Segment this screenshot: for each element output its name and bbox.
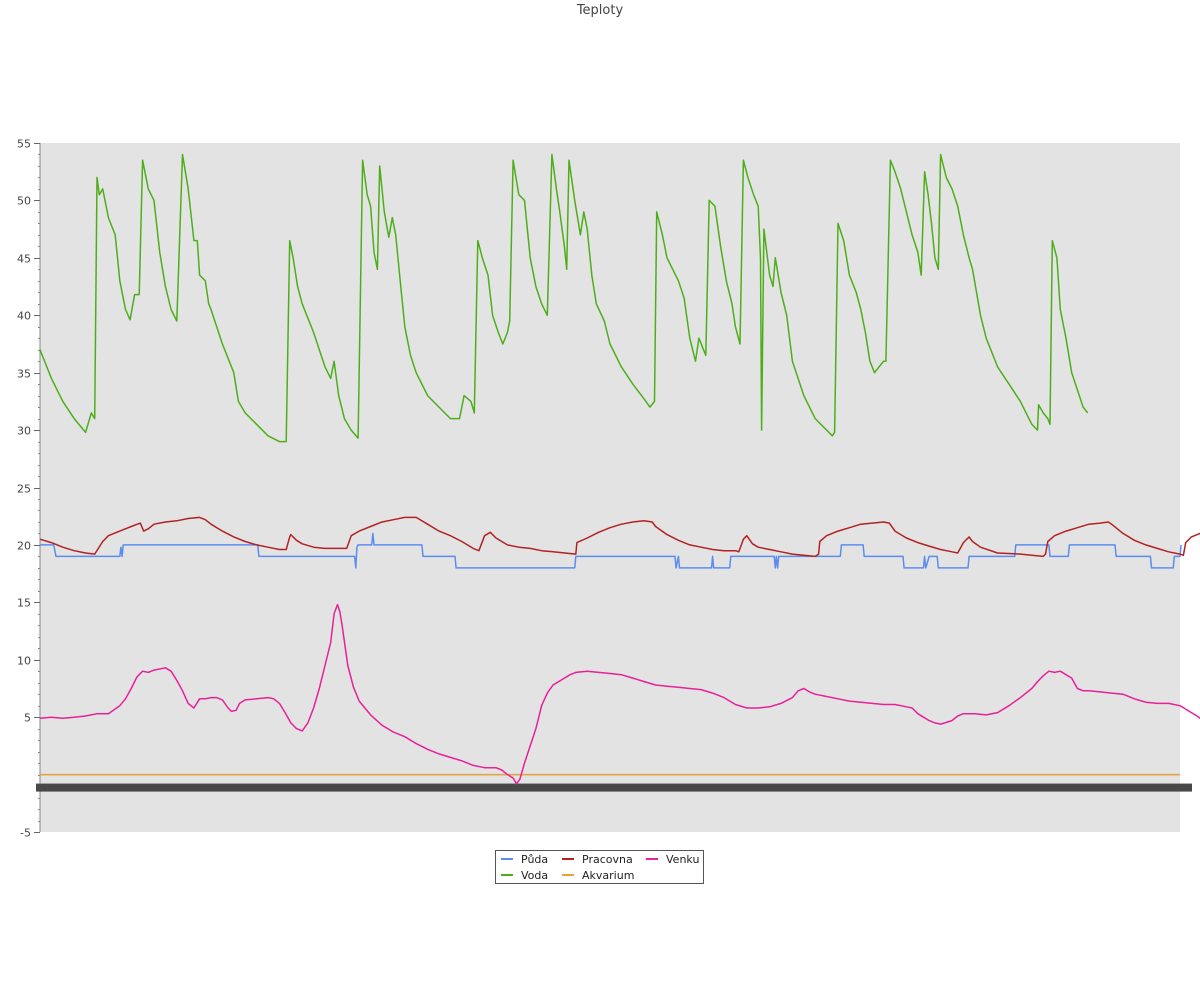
series-line-pracovna xyxy=(39,516,1200,558)
plot-area xyxy=(40,143,1180,832)
legend-item-akvarium: Akvarium xyxy=(562,869,634,882)
legend-item-venku: Venku xyxy=(646,853,699,866)
series-line-voda xyxy=(39,153,1089,443)
legend-label: Akvarium xyxy=(582,869,635,882)
series-line-venku xyxy=(39,603,1200,785)
chart-title: Teploty xyxy=(576,3,624,18)
legend-swatch xyxy=(562,874,574,876)
legend-swatch xyxy=(501,858,513,860)
legend-label: Voda xyxy=(521,869,549,882)
legend-swatch xyxy=(562,858,574,860)
series-line-puda xyxy=(40,532,1182,569)
legend-label: Půda xyxy=(521,853,549,866)
y-tick-label: 15 xyxy=(17,597,31,610)
y-tick-label: 10 xyxy=(17,655,31,668)
chart-legend: Půda Voda Pracovna Akvarium Venku xyxy=(495,850,704,884)
y-tick-label: 45 xyxy=(17,253,31,266)
legend-item-pracovna: Pracovna xyxy=(562,853,633,866)
legend-item-voda: Voda xyxy=(501,869,548,882)
y-tick-label: 50 xyxy=(17,195,31,208)
x-tick-labels-band xyxy=(36,783,1192,792)
legend-swatch xyxy=(646,858,658,860)
y-tick-label: 40 xyxy=(17,310,31,323)
y-tick-label: 25 xyxy=(17,483,31,496)
legend-label: Venku xyxy=(666,853,700,866)
legend-item-puda: Půda xyxy=(501,853,548,866)
y-tick-label: 20 xyxy=(17,540,31,553)
y-tick-label: 55 xyxy=(17,138,31,151)
y-tick-label: -5 xyxy=(20,827,31,840)
legend-swatch xyxy=(501,874,513,876)
y-tick-label: 30 xyxy=(17,425,31,438)
legend-label: Pracovna xyxy=(582,853,633,866)
y-tick-label: 5 xyxy=(24,712,31,725)
y-tick-label: 35 xyxy=(17,368,31,381)
